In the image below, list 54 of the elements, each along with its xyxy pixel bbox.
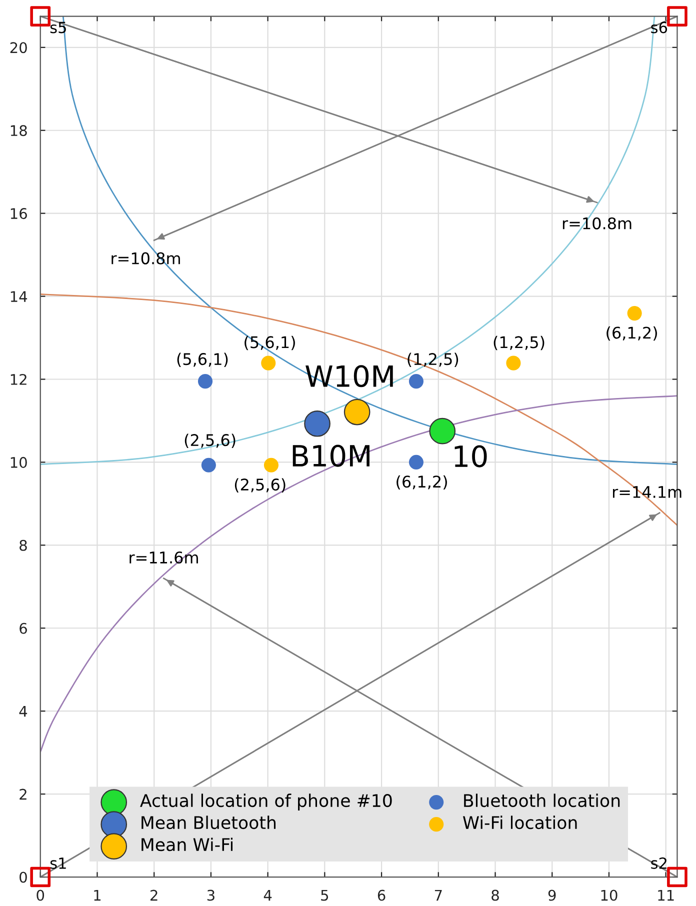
- point: [30, 6, 51, 26]
- x-tick-label: 4: [264, 890, 272, 901]
- x-tick-label: 2: [150, 890, 158, 901]
- annotation: (5,6,1): [177, 352, 228, 368]
- annotation: s6: [651, 22, 668, 34]
- legend-label: Actual location of phone #10: [140, 794, 392, 810]
- y-tick-label: 4: [19, 706, 28, 717]
- annotation: B10M: [292, 444, 370, 467]
- annotation: (2,5,6): [184, 434, 236, 448]
- annotation: (6,1,2): [396, 475, 447, 490]
- legend-label: Mean Bluetooth: [142, 816, 276, 830]
- annotation: s1: [50, 858, 66, 869]
- y-tick-label: 10: [10, 456, 27, 468]
- point: [198, 374, 213, 389]
- y-tick-label: 6: [20, 622, 27, 634]
- x-tick-label: 9: [548, 890, 556, 901]
- annotation: (1,2,5): [408, 352, 458, 368]
- x-tick-label: 11: [658, 890, 674, 901]
- x-tick-label: 8: [492, 890, 499, 901]
- point: [627, 306, 642, 321]
- annotation: (6,1,2): [606, 326, 657, 341]
- y-tick-label: 2: [20, 788, 26, 800]
- x-tick-label: 1: [94, 890, 101, 901]
- x-tick-label: 5: [321, 890, 328, 901]
- x-tick-label: 3: [207, 890, 214, 901]
- annotation: (1,2,5): [494, 336, 544, 350]
- point: [30, 866, 51, 888]
- point: [408, 454, 424, 470]
- y-tick-label: 12: [10, 374, 26, 385]
- x-tick-label: 10: [601, 890, 618, 901]
- legend-label: Wi-Fi location: [462, 816, 577, 830]
- x-tick-label: 0: [36, 890, 44, 901]
- annotation: r=10.8m: [562, 217, 632, 230]
- annotation: r=11.6m: [130, 551, 198, 564]
- y-tick-label: 16: [10, 208, 27, 220]
- x-tick-label: 6: [378, 890, 386, 901]
- x-tick-label: 7: [434, 890, 442, 901]
- y-tick-label: 8: [20, 540, 27, 551]
- legend-label: Bluetooth location: [464, 794, 620, 808]
- point: [667, 866, 688, 888]
- y-tick-label: 18: [10, 125, 27, 136]
- y-tick-label: 0: [20, 872, 27, 883]
- annotation: s2: [651, 857, 666, 869]
- point: [261, 356, 276, 370]
- y-tick-label: 20: [10, 42, 27, 54]
- point: [264, 458, 279, 472]
- point: [408, 374, 424, 389]
- annotation: 10: [454, 445, 487, 468]
- legend-label: Mean Wi-Fi: [142, 838, 233, 852]
- annotation: (2,5,6): [234, 478, 286, 492]
- point: [667, 6, 688, 26]
- point: [506, 356, 521, 370]
- y-tick-label: 14: [10, 291, 28, 302]
- point: [201, 458, 216, 472]
